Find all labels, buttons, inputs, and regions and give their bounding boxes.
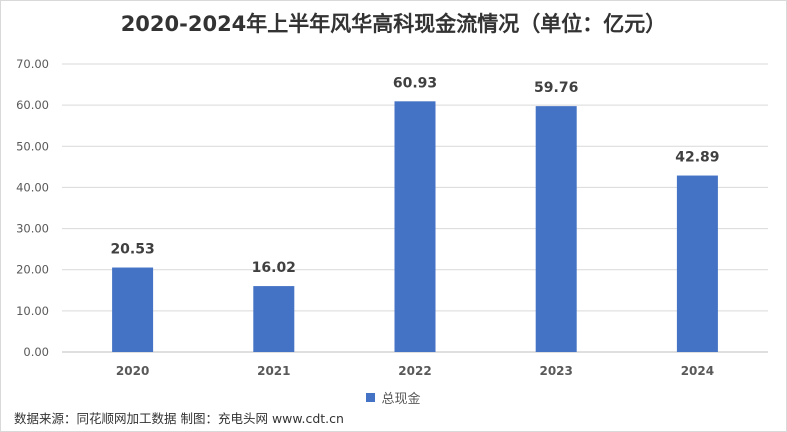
y-tick-label: 10.00: [16, 304, 49, 318]
y-tick-label: 30.00: [16, 222, 49, 236]
data-label: 16.02: [252, 260, 296, 276]
data-label: 59.76: [534, 80, 578, 96]
bar-2020: [112, 267, 154, 352]
source-note: 数据来源：同花顺网加工数据 制图：充电头网 www.cdt.cn: [14, 411, 344, 426]
legend-swatch: [366, 393, 376, 402]
x-tick-label: 2023: [539, 364, 572, 378]
data-label: 42.89: [675, 150, 719, 166]
y-tick-label: 0.00: [23, 345, 49, 359]
bar-2023: [535, 106, 577, 353]
y-tick-label: 50.00: [16, 139, 49, 153]
x-tick-label: 2020: [116, 364, 149, 378]
x-tick-label: 2024: [681, 364, 714, 378]
data-label: 60.93: [393, 75, 437, 91]
legend-label: 总现金: [381, 392, 421, 407]
y-tick-label: 70.00: [16, 57, 49, 71]
x-tick-label: 2021: [257, 364, 290, 378]
chart-title: 2020-2024年上半年风华高科现金流情况（单位：亿元）: [120, 12, 667, 36]
bar-2022: [394, 101, 436, 352]
x-tick-label: 2022: [398, 364, 431, 378]
y-tick-label: 60.00: [16, 98, 49, 112]
legend: 总现金: [0, 388, 787, 407]
bar-2024: [676, 175, 718, 352]
bar-2021: [253, 286, 295, 352]
y-tick-label: 20.00: [16, 263, 49, 277]
y-tick-label: 40.00: [16, 180, 49, 194]
data-label: 20.53: [110, 242, 154, 258]
